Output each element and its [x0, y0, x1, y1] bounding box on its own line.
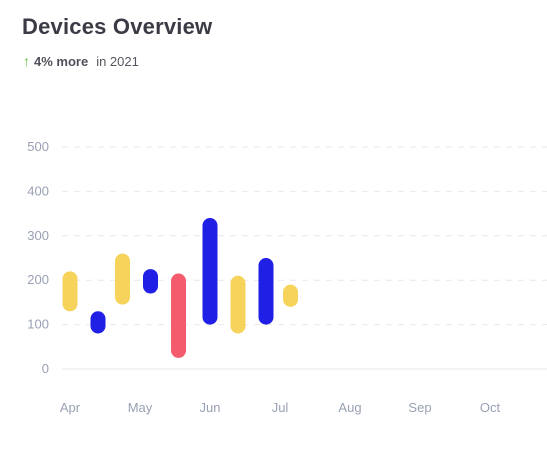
period-label: in 2021 — [96, 53, 139, 69]
range-bar-apr-1[interactable] — [90, 311, 106, 334]
range-bar-may-3[interactable] — [143, 269, 158, 294]
range-bar-may-4[interactable] — [171, 273, 186, 358]
y-tick-label: 300 — [27, 228, 49, 243]
x-tick-label: May — [128, 400, 153, 415]
x-tick-label: Apr — [60, 400, 81, 415]
x-tick-label: Aug — [338, 400, 361, 415]
range-bar-jun-5[interactable] — [202, 218, 218, 325]
range-bar-jul-7[interactable] — [258, 258, 274, 325]
range-bar-may-2[interactable] — [115, 253, 130, 305]
chart-title: Devices Overview — [22, 14, 213, 39]
arrow-up-icon: ↑ — [23, 53, 30, 69]
y-tick-label: 400 — [27, 183, 49, 198]
change-percentage: 4% more — [34, 53, 89, 69]
x-tick-label: Sep — [408, 400, 431, 415]
x-tick-label: Oct — [480, 400, 501, 415]
y-tick-label: 0 — [42, 361, 49, 376]
range-bar-jul-8[interactable] — [283, 284, 298, 307]
y-tick-label: 500 — [27, 139, 49, 154]
range-bar-apr-0[interactable] — [62, 271, 78, 312]
y-tick-label: 200 — [27, 272, 49, 287]
trend-summary: ↑ 4% more in 2021 — [23, 53, 139, 69]
range-bar-jun-6[interactable] — [230, 275, 246, 334]
y-tick-label: 100 — [27, 317, 49, 332]
x-tick-label: Jul — [272, 400, 289, 415]
x-tick-label: Jun — [200, 400, 221, 415]
